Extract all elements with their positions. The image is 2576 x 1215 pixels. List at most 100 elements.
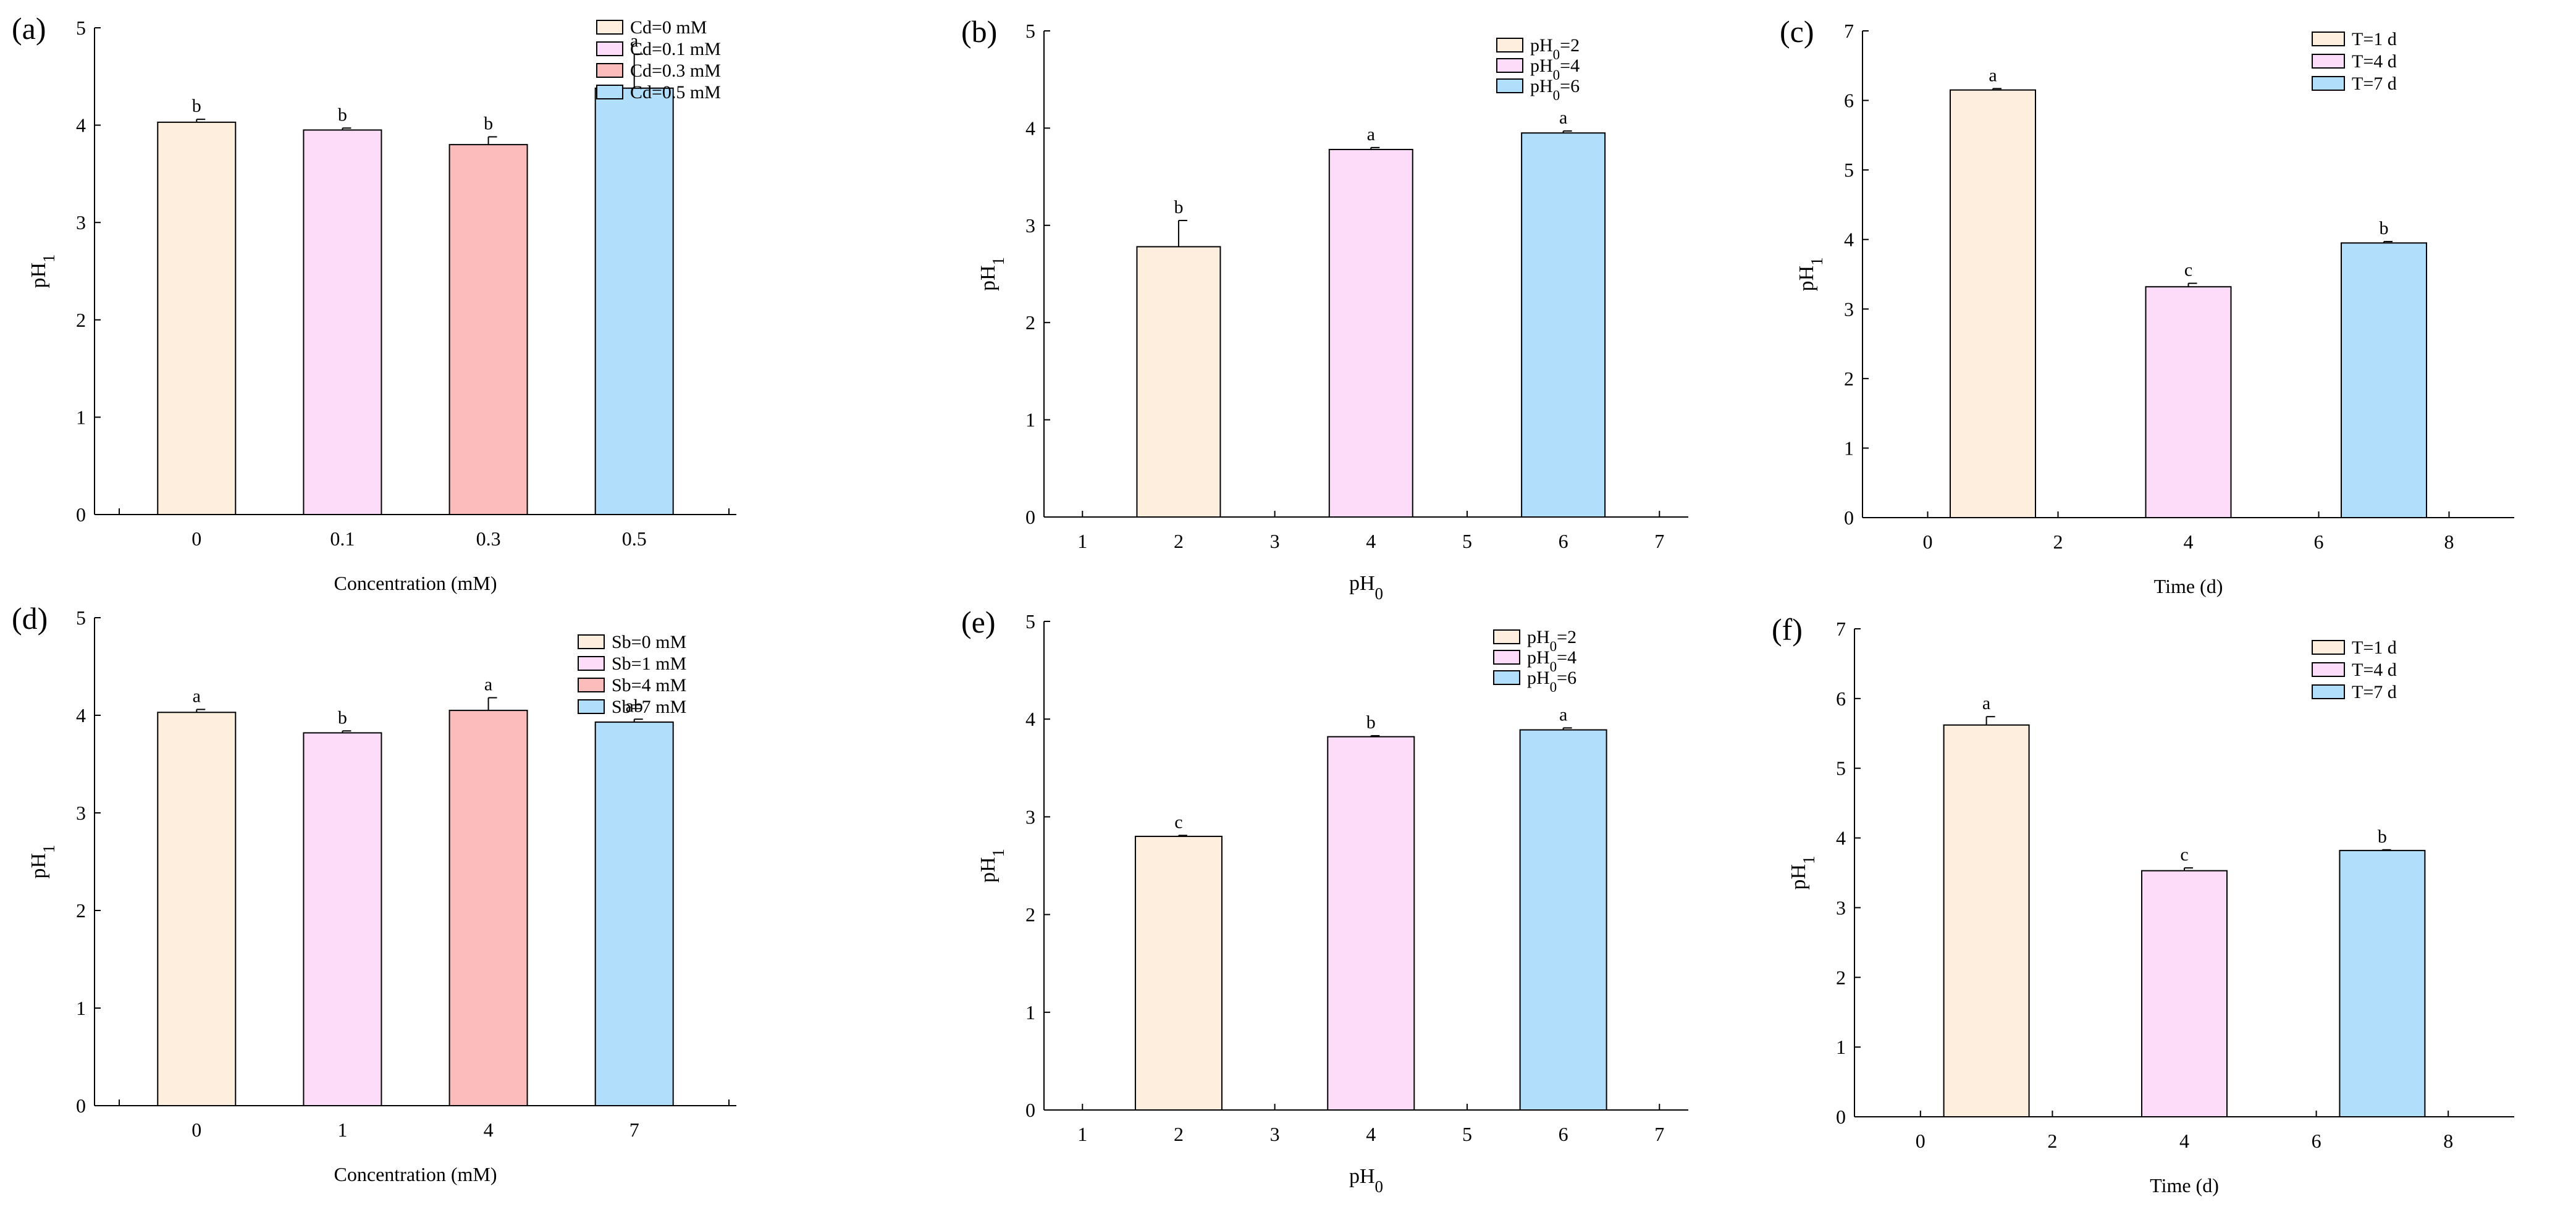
y-tick-label: 5	[1836, 757, 1846, 780]
y-tick-label: 4	[1836, 827, 1846, 849]
x-tick-label: 1	[1077, 530, 1087, 552]
bar	[1136, 246, 1221, 518]
y-tick-label: 0	[1025, 1099, 1035, 1121]
x-tick-label: 0.5	[622, 528, 647, 550]
x-axis-label: Time (d)	[2154, 575, 2223, 597]
significance-letter: a	[193, 686, 201, 707]
bar	[1943, 724, 2030, 1117]
y-tick-label: 3	[76, 802, 86, 824]
legend-label-tail: =2	[1560, 35, 1580, 56]
x-axis-label-main: pH	[1349, 1165, 1375, 1188]
legend-swatch	[2312, 32, 2345, 46]
x-tick-label: 7	[629, 1119, 639, 1141]
x-tick-label: 2	[2053, 531, 2063, 553]
x-tick-label: 3	[1270, 1123, 1280, 1145]
y-tick-label: 4	[1025, 117, 1035, 139]
y-tick-label: 1	[1844, 437, 1854, 459]
legend-label-tail: =6	[1557, 668, 1576, 688]
significance-letter: b	[484, 114, 493, 134]
legend-swatch	[2312, 684, 2345, 699]
y-axis-label-main: pH	[27, 853, 50, 879]
legend-swatch	[578, 634, 605, 649]
y-axis-label-sub: 1	[1799, 856, 1818, 864]
y-axis-label: pH1	[977, 257, 1008, 291]
x-tick-label: 0	[1923, 531, 1933, 553]
y-tick-label: 4	[76, 114, 86, 137]
x-tick-label: 6	[1559, 1123, 1568, 1145]
x-axis-label: Concentration (mM)	[334, 572, 497, 594]
x-tick-label: 6	[2314, 531, 2324, 553]
significance-letter: c	[1174, 812, 1182, 832]
significance-letter: a	[484, 675, 492, 695]
y-axis-label-main: pH	[27, 263, 50, 288]
bar	[157, 121, 237, 515]
legend-label-sub: 0	[1553, 67, 1560, 83]
legend-label: Cd=0.3 mM	[630, 61, 721, 81]
x-tick-label: 4	[2179, 1130, 2189, 1152]
x-tick-label: 2	[1174, 530, 1184, 552]
x-axis-label: pH0	[1349, 572, 1383, 603]
y-tick-label: 5	[1844, 159, 1854, 181]
bar	[1521, 132, 1606, 518]
significance-letter: b	[2378, 826, 2387, 847]
bar	[448, 710, 528, 1106]
y-tick-label: 2	[1025, 904, 1035, 926]
legend-swatch	[1493, 629, 1520, 644]
legend-label: pH0=4	[1530, 56, 1580, 83]
legend-label-sub: 0	[1550, 639, 1557, 654]
bar	[1328, 149, 1413, 518]
y-axis-label-main: pH	[977, 857, 1000, 883]
legend-label-main: pH	[1530, 76, 1553, 96]
legend-label-sub: 0	[1553, 47, 1560, 62]
y-tick-label: 3	[76, 211, 86, 233]
legend-label-sub: 0	[1553, 88, 1560, 103]
bar	[594, 721, 674, 1107]
y-tick-label: 7	[1836, 618, 1846, 640]
x-tick-label: 8	[2443, 1130, 2453, 1152]
y-tick-label: 1	[76, 997, 86, 1019]
legend-swatch	[596, 20, 623, 35]
y-tick-label: 0	[1836, 1106, 1846, 1128]
panel-label: (b)	[961, 14, 997, 49]
y-tick-label: 5	[76, 17, 86, 39]
bar	[448, 144, 528, 515]
significance-letter: a	[1982, 693, 1990, 713]
y-tick-label: 5	[1025, 20, 1035, 42]
panel-label: (f)	[1772, 612, 1803, 647]
legend-swatch	[2312, 640, 2345, 655]
y-tick-label: 3	[1836, 896, 1846, 919]
bar	[2141, 870, 2228, 1117]
y-tick-label: 3	[1025, 214, 1035, 237]
x-tick-label: 5	[1462, 530, 1472, 552]
panel-label: (e)	[961, 605, 996, 639]
x-tick-label: 3	[1270, 530, 1280, 552]
x-tick-label: 5	[1462, 1123, 1472, 1145]
x-tick-label: 7	[1654, 530, 1664, 552]
y-tick-label: 0	[1025, 506, 1035, 528]
legend-swatch	[1493, 670, 1520, 685]
significance-letter: b	[338, 707, 347, 728]
x-tick-label: 1	[337, 1119, 347, 1141]
y-axis-label-sub: 1	[1808, 257, 1826, 266]
legend-label: pH0=6	[1530, 76, 1580, 103]
significance-letter: b	[1366, 712, 1376, 733]
y-axis-label-sub: 1	[989, 849, 1008, 857]
legend-swatch	[1496, 78, 1523, 93]
x-tick-label: 0.1	[330, 528, 355, 550]
legend-label: Cd=0.5 mM	[630, 82, 721, 103]
legend-label-tail: =2	[1557, 627, 1576, 647]
bar	[303, 732, 382, 1106]
y-tick-label: 0	[76, 1095, 86, 1117]
legend-swatch	[578, 699, 605, 714]
legend-label: pH0=4	[1527, 647, 1576, 675]
x-tick-label: 6	[1559, 530, 1568, 552]
significance-letter: ab	[626, 696, 643, 716]
y-tick-label: 6	[1844, 90, 1854, 112]
x-tick-label: 8	[2444, 531, 2454, 553]
bar	[1519, 729, 1607, 1111]
legend-swatch	[578, 656, 605, 671]
y-tick-label: 0	[76, 503, 86, 526]
y-tick-label: 0	[1844, 507, 1854, 529]
y-axis-label-sub: 1	[40, 254, 58, 263]
